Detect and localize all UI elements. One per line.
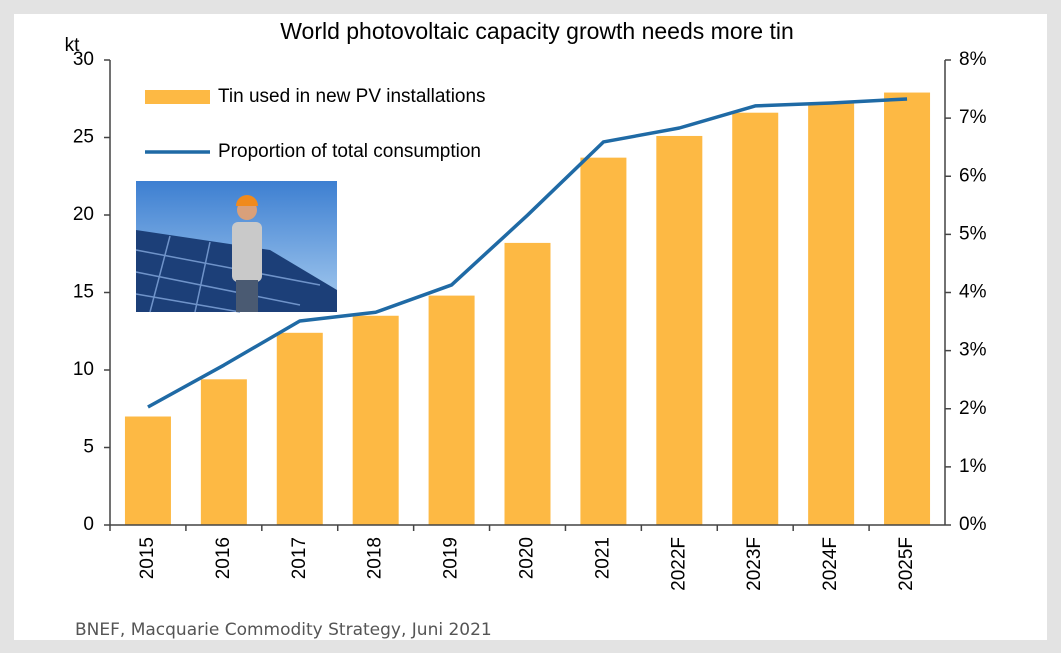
y-tick-label: 30: [73, 49, 94, 70]
y2-tick-label: 6%: [959, 165, 987, 186]
y2-tick-label: 8%: [959, 49, 987, 70]
bar: [656, 135, 703, 525]
chart-title: World photovoltaic capacity growth needs…: [280, 18, 794, 44]
y2-tick-label: 1%: [959, 456, 987, 477]
x-tick-label: 2020: [517, 537, 538, 579]
x-tick-label: 2017: [289, 537, 310, 579]
x-tick-label: 2022F: [668, 537, 689, 591]
x-tick-label: 2018: [365, 537, 386, 579]
x-tick-label: 2016: [213, 537, 234, 579]
y2-tick-label: 2%: [959, 398, 987, 419]
y-tick-label: 20: [73, 204, 94, 225]
bar: [276, 332, 323, 525]
y-tick-label: 15: [73, 282, 94, 303]
bar: [580, 157, 627, 525]
x-tick-label: 2025F: [896, 537, 917, 591]
bar: [124, 416, 171, 525]
y-tick-label: 5: [83, 437, 94, 458]
legend-swatch: [145, 90, 210, 104]
y2-tick-label: 0%: [959, 514, 987, 535]
source-note: BNEF, Macquarie Commodity Strategy, Juni…: [75, 620, 492, 640]
y-tick-label: 0: [83, 514, 94, 535]
bar: [808, 103, 855, 526]
x-tick-label: 2019: [441, 537, 462, 579]
y2-tick-label: 5%: [959, 223, 987, 244]
y2-tick-label: 7%: [959, 107, 987, 128]
legend-label: Tin used in new PV installations: [218, 86, 486, 107]
x-tick-label: 2024F: [820, 537, 841, 591]
x-tick-label: 2023F: [744, 537, 765, 591]
y-tick-label: 10: [73, 359, 94, 380]
bar: [884, 92, 931, 526]
bar: [352, 315, 399, 525]
y2-tick-label: 4%: [959, 282, 987, 303]
bar: [504, 242, 551, 525]
x-tick-label: 2021: [592, 537, 613, 579]
legend-label: Proportion of total consumption: [218, 141, 481, 162]
line: [147, 97, 908, 409]
bar: [732, 112, 779, 525]
bar: [428, 295, 475, 525]
y2-tick-label: 3%: [959, 340, 987, 361]
bar: [200, 379, 247, 525]
y-axis-label: kt: [65, 35, 81, 56]
x-tick-label: 2015: [137, 537, 158, 579]
photo: [135, 181, 337, 313]
y-tick-label: 25: [73, 127, 94, 148]
